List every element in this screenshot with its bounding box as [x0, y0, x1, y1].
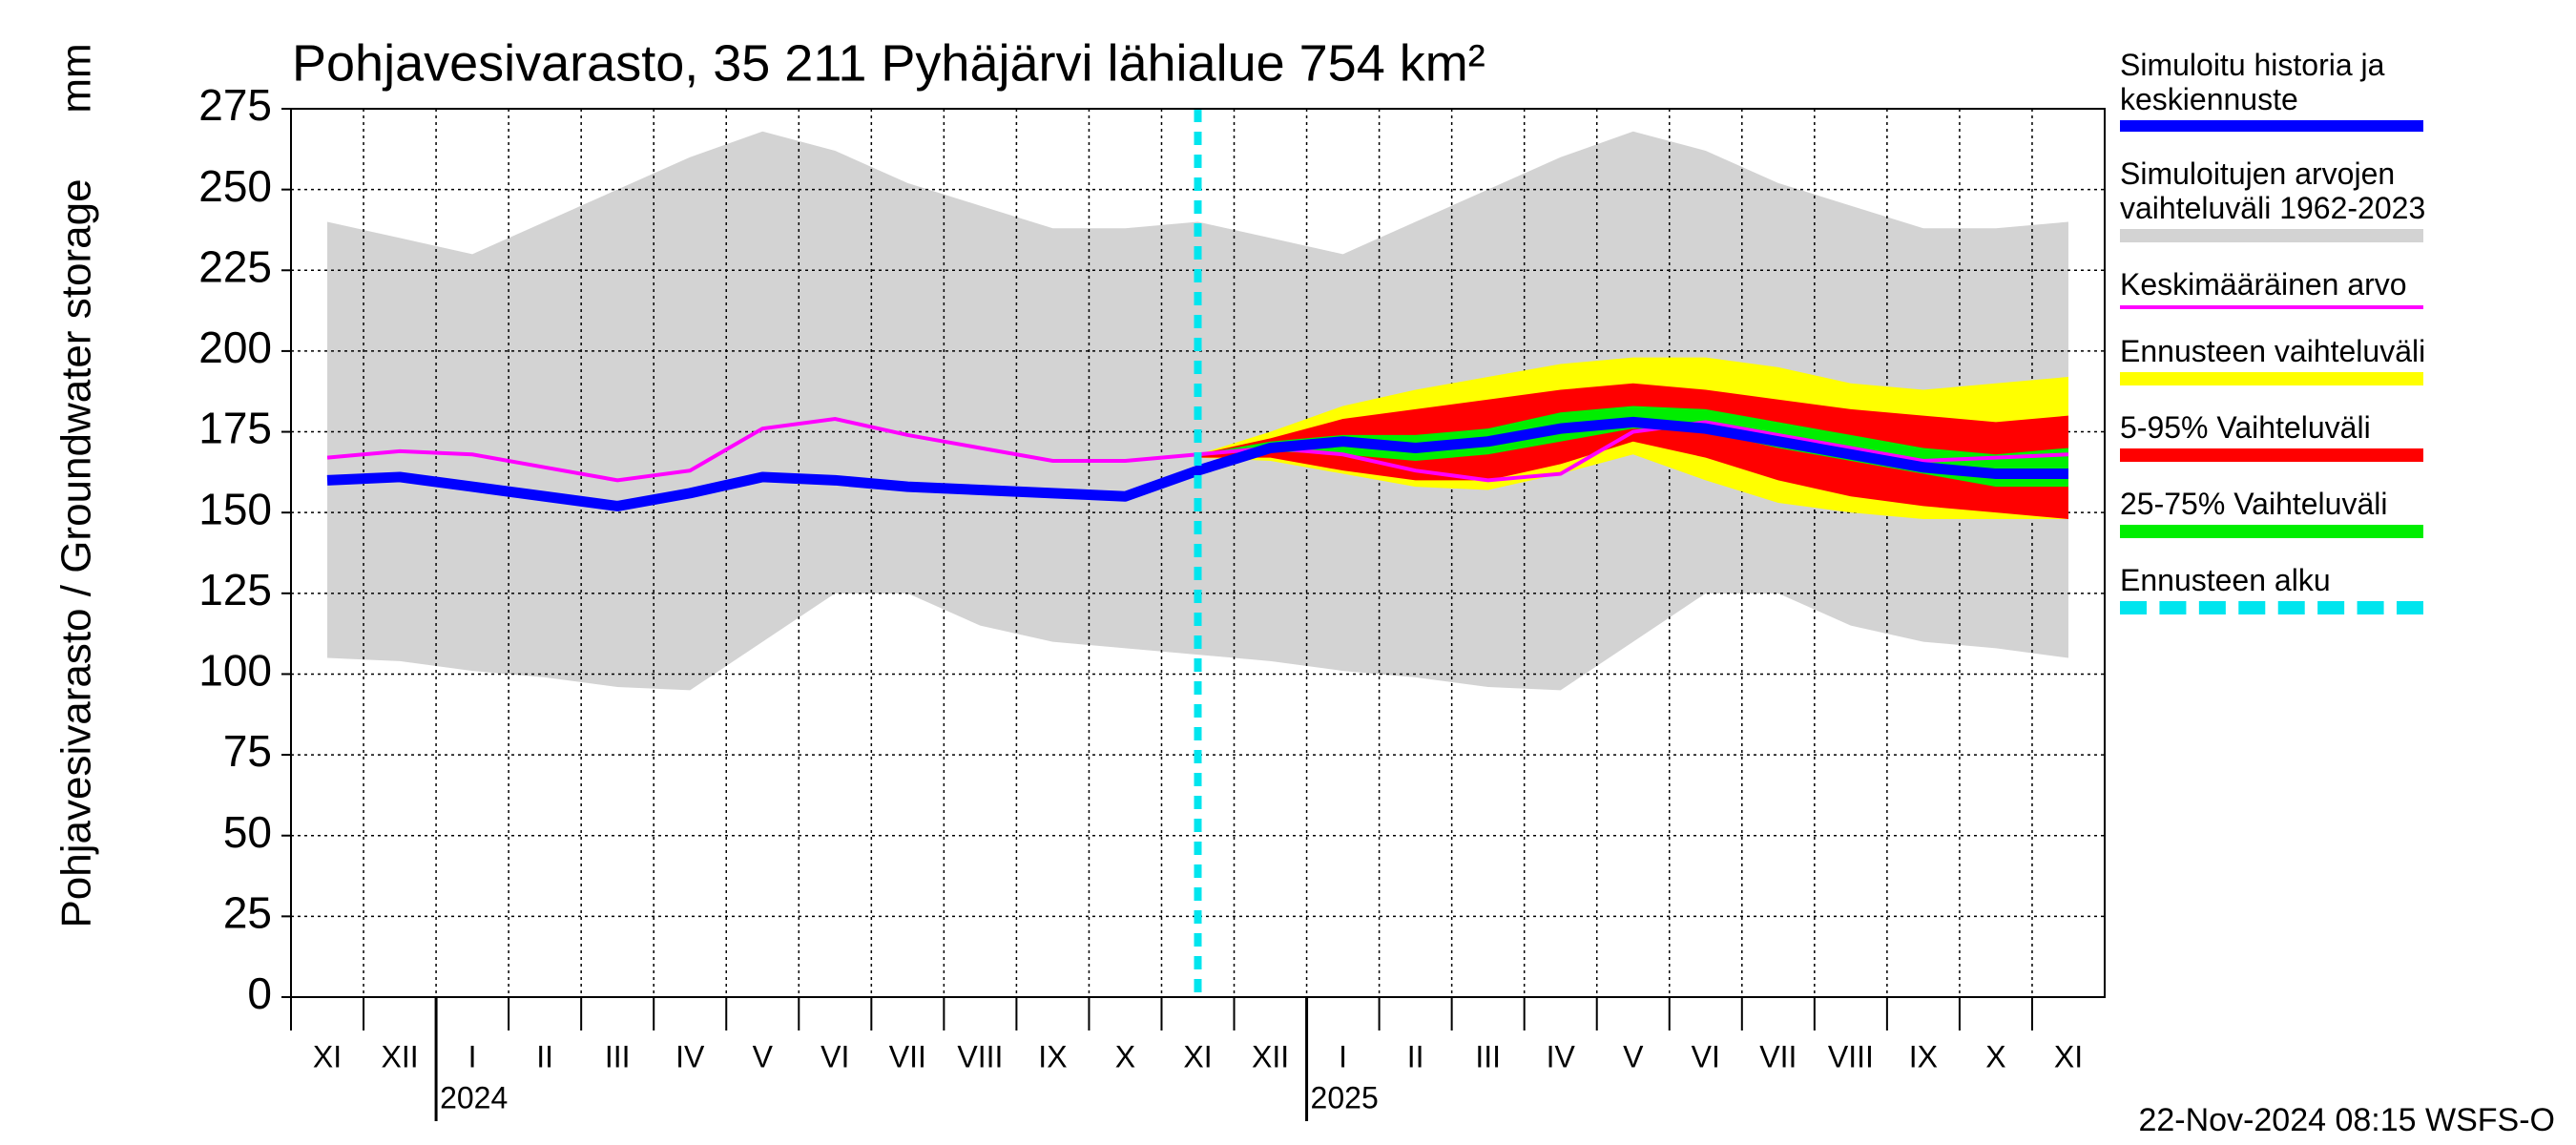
x-tick-label: VIII [1828, 1039, 1874, 1073]
legend-label: Ennusteen vaihteluväli [2120, 334, 2426, 368]
x-tick-label: XI [1183, 1039, 1212, 1073]
x-tick-label: II [536, 1039, 553, 1073]
legend-label: 5-95% Vaihteluväli [2120, 410, 2371, 445]
y-tick-label: 250 [198, 161, 272, 211]
x-tick-label: X [1115, 1039, 1135, 1073]
legend-swatch [2120, 372, 2423, 385]
legend-item: Ennusteen alku [2120, 563, 2444, 614]
y-axis-unit: mm [53, 43, 100, 113]
x-tick-label: VII [1759, 1039, 1797, 1073]
x-tick-label: IX [1909, 1039, 1938, 1073]
chart-title: Pohjavesivarasto, 35 211 Pyhäjärvi lähia… [292, 34, 1485, 92]
x-tick-label: IV [675, 1039, 705, 1073]
legend-swatch [2120, 448, 2423, 462]
year-label: 2024 [440, 1080, 508, 1114]
x-tick-label: II [1407, 1039, 1424, 1073]
y-tick-label: 0 [247, 968, 272, 1018]
y-tick-label: 200 [198, 323, 272, 372]
x-tick-label: VI [821, 1039, 849, 1073]
legend-label: Keskimääräinen arvo [2120, 267, 2407, 302]
legend-item: Simuloitujen arvojen vaihteluväli 1962-2… [2120, 156, 2444, 242]
legend-item: Keskimääräinen arvo [2120, 267, 2444, 309]
y-tick-label: 50 [223, 807, 272, 857]
x-tick-label: XI [2054, 1039, 2083, 1073]
legend-label: Simuloitu historia ja keskiennuste [2120, 48, 2385, 116]
x-tick-label: VI [1692, 1039, 1720, 1073]
legend-swatch [2120, 305, 2423, 309]
x-tick-label: X [1985, 1039, 2005, 1073]
legend-swatch [2120, 525, 2423, 538]
x-tick-label: XI [313, 1039, 342, 1073]
plot-frame [290, 108, 2106, 998]
median-line [326, 416, 2068, 511]
legend-item: 5-95% Vaihteluväli [2120, 410, 2444, 462]
x-tick-label: VIII [957, 1039, 1003, 1073]
x-tick-label: III [605, 1039, 631, 1073]
legend-label: Simuloitujen arvojen vaihteluväli 1962-2… [2120, 156, 2426, 225]
legend-item: 25-75% Vaihteluväli [2120, 487, 2444, 538]
y-axis-label: Pohjavesivarasto / Groundwater storage [53, 178, 100, 927]
x-tick-label: IX [1038, 1039, 1067, 1073]
y-tick-label: 175 [198, 404, 272, 453]
x-tick-label: I [1339, 1039, 1347, 1073]
footer: 22-Nov-2024 08:15 WSFS-O [2138, 1102, 2555, 1138]
legend-label: Ennusteen alku [2120, 563, 2331, 597]
x-tick-label: XII [381, 1039, 418, 1073]
x-tick-label: I [468, 1039, 477, 1073]
x-tick-label: III [1475, 1039, 1501, 1073]
legend-swatch [2120, 229, 2423, 242]
y-tick-label: 25 [223, 888, 272, 938]
y-tick-label: 150 [198, 484, 272, 533]
legend-swatch [2120, 601, 2423, 614]
legend-swatch [2120, 120, 2423, 132]
x-tick-label: IV [1547, 1039, 1576, 1073]
x-tick-label: V [1623, 1039, 1644, 1073]
y-tick-label: 125 [198, 565, 272, 614]
legend-item: Simuloitu historia ja keskiennuste [2120, 48, 2444, 132]
x-tick-label: XII [1252, 1039, 1289, 1073]
y-tick-label: 225 [198, 241, 272, 291]
y-tick-label: 75 [223, 726, 272, 776]
legend-item: Ennusteen vaihteluväli [2120, 334, 2444, 385]
legend-label: 25-75% Vaihteluväli [2120, 487, 2388, 521]
y-tick-label: 100 [198, 646, 272, 696]
x-tick-label: V [753, 1039, 774, 1073]
year-label: 2025 [1311, 1080, 1379, 1114]
legend: Simuloitu historia ja keskiennuste Simulo… [2120, 48, 2444, 639]
range-band [1197, 383, 2068, 519]
x-tick-label: VII [889, 1039, 926, 1073]
y-tick-label: 275 [198, 80, 272, 130]
